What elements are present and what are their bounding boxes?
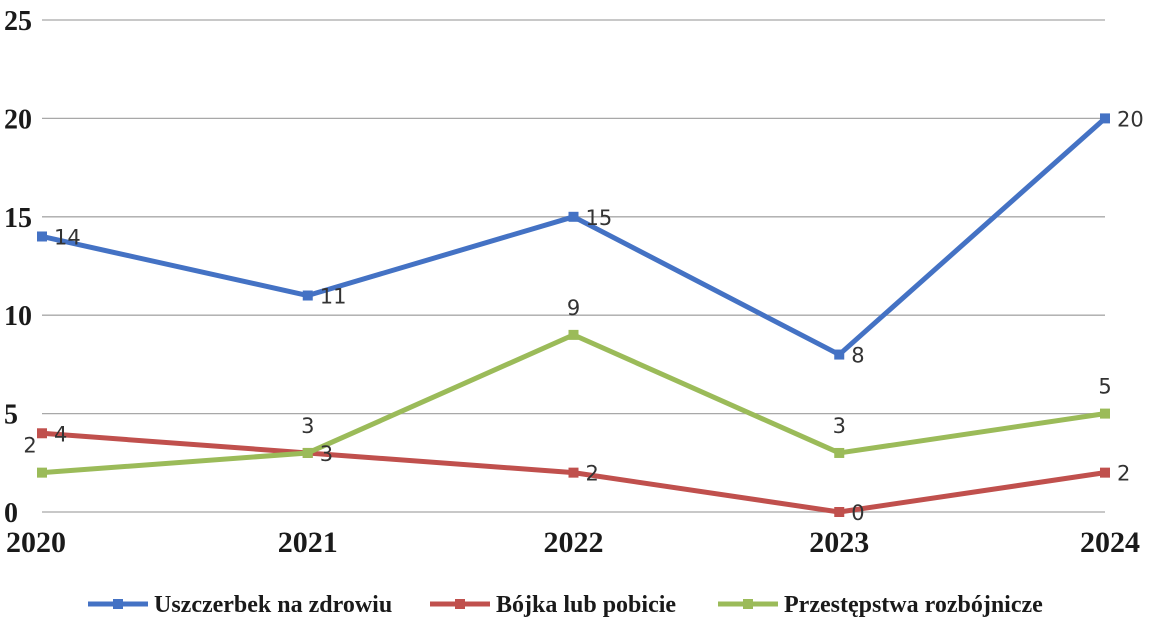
x-tick-label: 2020 (6, 526, 66, 559)
data-point (302, 447, 313, 458)
legend: Uszczerbek na zdrowiu Bójka lub pobicie Pr… (88, 592, 1043, 618)
y-tick-label: 0 (4, 498, 18, 529)
y-tick-label: 20 (4, 104, 32, 135)
x-tick-label: 2022 (544, 526, 604, 559)
x-tick-label: 2021 (278, 526, 338, 559)
legend-label: Uszczerbek na zdrowiu (154, 592, 392, 618)
x-tick-label: 2023 (809, 526, 869, 559)
data-point (37, 231, 47, 242)
series-lines (37, 113, 1110, 517)
y-tick-label: 10 (4, 301, 32, 332)
data-label: 0 (851, 501, 864, 525)
data-point (568, 329, 579, 340)
data-label: 2 (23, 434, 36, 458)
gridlines (42, 19, 1105, 513)
legend-label: Przestępstwa rozbójnicze (784, 592, 1043, 618)
data-label: 2 (586, 462, 599, 486)
legend-swatch-marker (113, 599, 123, 609)
data-label: 14 (54, 225, 81, 249)
legend-swatch-marker (743, 599, 753, 609)
data-point (37, 428, 47, 439)
data-label: 3 (301, 414, 314, 438)
data-label: 9 (567, 296, 580, 320)
series-line (39, 332, 1108, 476)
data-point (834, 507, 845, 517)
data-point (37, 467, 47, 478)
data-label: 8 (851, 344, 864, 368)
data-point (568, 211, 579, 222)
y-tick-label: 5 (4, 400, 18, 431)
x-tick-label: 2024 (1080, 526, 1140, 559)
data-label: 3 (833, 414, 846, 438)
y-tick-label: 15 (4, 203, 32, 234)
data-point (568, 467, 579, 478)
data-point (1100, 467, 1110, 478)
data-label: 4 (54, 422, 67, 446)
data-point (834, 349, 845, 360)
data-label: 5 (1098, 375, 1111, 399)
data-label: 20 (1117, 107, 1144, 131)
legend-label: Bójka lub pobicie (496, 592, 676, 618)
legend-swatch-marker (455, 599, 465, 609)
y-tick-label: 25 (4, 6, 32, 37)
data-point (1100, 113, 1110, 124)
data-label: 11 (320, 285, 347, 309)
x-axis-tick-labels: 2020 2021 2022 2023 2024 (6, 526, 1140, 559)
data-label: 2 (1117, 462, 1130, 486)
data-label: 15 (586, 206, 613, 230)
data-point (834, 447, 845, 458)
data-point (302, 290, 313, 301)
y-axis-tick-labels: 0 5 10 15 20 25 (4, 6, 32, 529)
data-point (1100, 408, 1110, 419)
data-label: 3 (320, 442, 333, 466)
